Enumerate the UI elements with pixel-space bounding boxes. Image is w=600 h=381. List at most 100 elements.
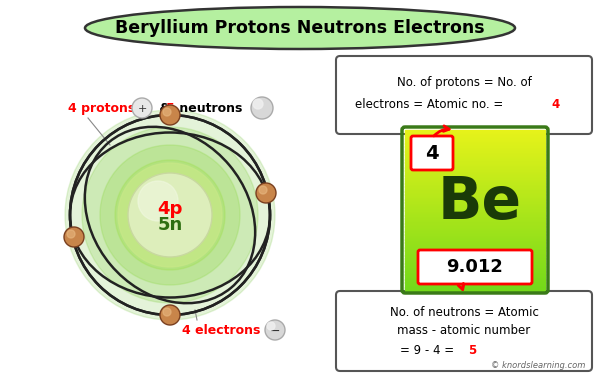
Bar: [405, 261, 545, 264]
Bar: [405, 253, 545, 256]
Bar: [405, 151, 545, 155]
Bar: [405, 175, 545, 179]
Circle shape: [64, 227, 84, 247]
Bar: [405, 197, 545, 200]
Circle shape: [267, 322, 275, 330]
Bar: [405, 205, 545, 208]
Circle shape: [259, 186, 267, 194]
Circle shape: [100, 145, 240, 285]
Bar: [405, 167, 545, 171]
Bar: [405, 189, 545, 192]
Bar: [405, 143, 545, 147]
Bar: [405, 250, 545, 253]
Bar: [405, 159, 545, 163]
Circle shape: [67, 230, 75, 238]
Bar: [405, 138, 545, 141]
Bar: [405, 226, 545, 229]
Bar: [405, 170, 545, 173]
Text: No. of neutrons = Atomic: No. of neutrons = Atomic: [389, 306, 538, 320]
Circle shape: [128, 173, 212, 257]
Text: 9.012: 9.012: [446, 258, 503, 276]
Bar: [405, 277, 545, 280]
Bar: [405, 141, 545, 144]
Bar: [405, 210, 545, 213]
Text: Beryllium Protons Neutrons Electrons: Beryllium Protons Neutrons Electrons: [115, 19, 485, 37]
Bar: [405, 266, 545, 269]
Circle shape: [65, 110, 275, 320]
Bar: [405, 191, 545, 194]
Circle shape: [251, 97, 273, 119]
Bar: [405, 173, 545, 176]
Text: 4p: 4p: [157, 200, 182, 218]
Text: = 9 - 4 =: = 9 - 4 =: [400, 344, 458, 357]
Circle shape: [138, 181, 178, 221]
Text: 5: 5: [468, 344, 476, 357]
Bar: [405, 239, 545, 242]
Bar: [405, 149, 545, 152]
Bar: [405, 207, 545, 210]
Bar: [405, 237, 545, 240]
Circle shape: [160, 105, 180, 125]
Circle shape: [265, 320, 285, 340]
Text: 5n: 5n: [157, 216, 182, 234]
Ellipse shape: [85, 7, 515, 49]
Bar: [405, 221, 545, 224]
Bar: [405, 186, 545, 189]
Text: No. of protons = No. of: No. of protons = No. of: [397, 75, 532, 88]
Circle shape: [82, 127, 258, 303]
Bar: [405, 279, 545, 282]
Bar: [405, 234, 545, 237]
Bar: [405, 271, 545, 274]
Bar: [405, 285, 545, 288]
Bar: [405, 245, 545, 248]
Bar: [405, 202, 545, 205]
Circle shape: [163, 308, 171, 316]
Bar: [405, 229, 545, 232]
Text: +: +: [137, 104, 146, 114]
Text: 4: 4: [551, 98, 559, 110]
Bar: [405, 199, 545, 202]
Text: 5: 5: [166, 101, 175, 115]
Circle shape: [160, 305, 180, 325]
Bar: [405, 255, 545, 258]
Bar: [405, 218, 545, 221]
FancyBboxPatch shape: [336, 56, 592, 134]
Text: mass - atomic number: mass - atomic number: [397, 325, 530, 338]
Text: neutrons: neutrons: [175, 101, 242, 115]
Bar: [405, 178, 545, 181]
Text: electrons = Atomic no. =: electrons = Atomic no. =: [355, 98, 507, 110]
Bar: [405, 215, 545, 218]
FancyBboxPatch shape: [411, 136, 453, 170]
FancyBboxPatch shape: [336, 291, 592, 371]
Circle shape: [128, 173, 212, 257]
Bar: [405, 223, 545, 226]
Bar: [405, 258, 545, 261]
Circle shape: [256, 183, 276, 203]
Bar: [405, 269, 545, 272]
Circle shape: [115, 160, 225, 270]
Bar: [405, 146, 545, 149]
Text: 4 protons: 4 protons: [68, 101, 135, 115]
Bar: [405, 135, 545, 139]
Bar: [405, 247, 545, 250]
Bar: [405, 130, 545, 133]
Circle shape: [163, 108, 171, 116]
Bar: [405, 157, 545, 160]
Text: −: −: [270, 325, 280, 338]
Text: 4 electrons: 4 electrons: [182, 323, 260, 336]
Bar: [405, 181, 545, 184]
Bar: [405, 213, 545, 216]
Bar: [405, 231, 545, 234]
FancyBboxPatch shape: [418, 250, 532, 284]
Bar: [405, 282, 545, 285]
Circle shape: [253, 99, 263, 109]
Bar: [405, 287, 545, 290]
Text: 4: 4: [425, 144, 439, 163]
Bar: [405, 194, 545, 197]
Bar: [405, 183, 545, 187]
Text: &: &: [155, 101, 175, 115]
Bar: [405, 133, 545, 136]
Bar: [405, 263, 545, 266]
Bar: [405, 274, 545, 277]
Circle shape: [118, 163, 222, 267]
